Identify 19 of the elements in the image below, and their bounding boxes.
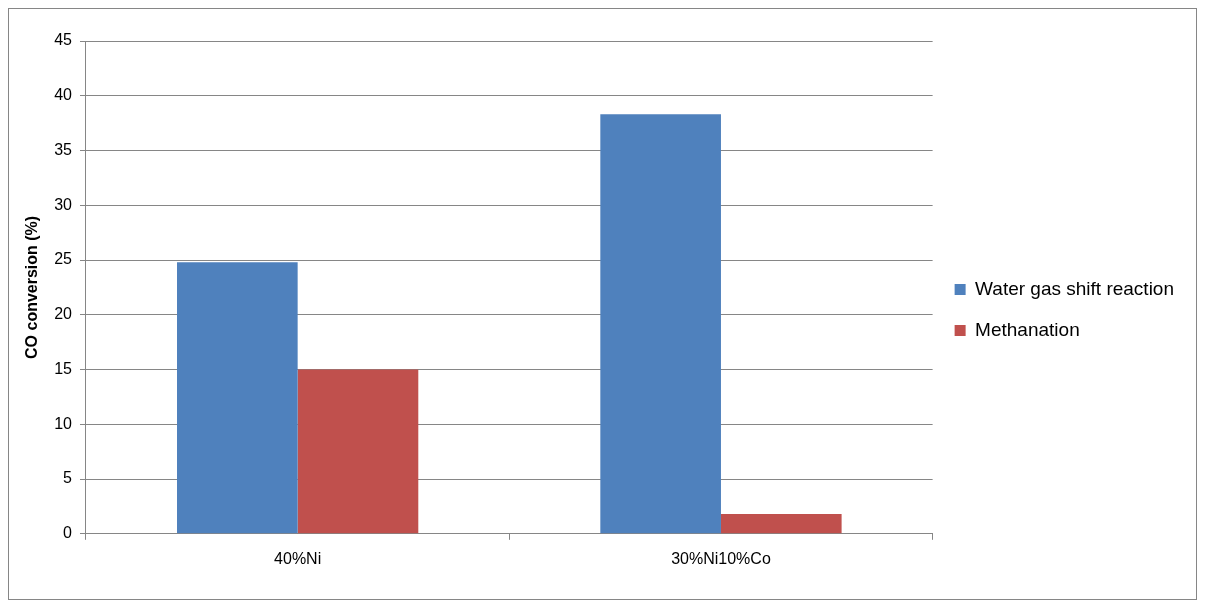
y-tick-label: 20: [54, 305, 73, 323]
y-axis-title: CO conversion (%): [23, 215, 41, 359]
y-tick-label: 30: [54, 195, 73, 213]
y-tick-label: 15: [54, 359, 73, 377]
legend-label: Methanation: [975, 318, 1080, 340]
y-tick-label: 0: [63, 524, 73, 542]
legend-label: Water gas shift reaction: [975, 277, 1175, 299]
y-tick-label: 25: [54, 250, 73, 268]
y-tick-label: 45: [54, 31, 73, 49]
bar: [600, 114, 721, 534]
y-tick-label: 35: [54, 140, 73, 158]
x-tick-label: 30%Ni10%Co: [671, 549, 771, 567]
y-tick-label: 10: [54, 414, 73, 432]
bar: [720, 514, 842, 534]
x-tick-label: 40%Ni: [274, 549, 322, 567]
bar: [297, 369, 419, 534]
y-tick-label: 40: [54, 86, 73, 104]
bar: [177, 262, 298, 534]
y-tick-label: 5: [63, 469, 73, 487]
